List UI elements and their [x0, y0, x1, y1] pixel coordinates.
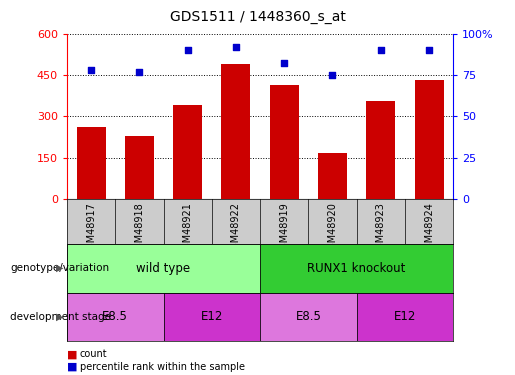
Bar [366, 101, 396, 199]
Bar [318, 153, 347, 199]
Text: RUNX1 knockout: RUNX1 knockout [307, 262, 406, 274]
Point [232, 44, 240, 50]
Text: GSM48921: GSM48921 [183, 202, 193, 255]
Bar [415, 81, 443, 199]
Text: percentile rank within the sample: percentile rank within the sample [80, 362, 245, 372]
Text: wild type: wild type [136, 262, 191, 274]
Text: GSM48918: GSM48918 [134, 202, 144, 255]
Text: development stage: development stage [10, 312, 111, 322]
Point [135, 69, 144, 75]
Text: GSM48917: GSM48917 [86, 202, 96, 255]
Text: GSM48919: GSM48919 [279, 202, 289, 255]
Text: count: count [80, 350, 108, 359]
Bar [163, 292, 260, 341]
Bar [221, 64, 250, 199]
Bar [67, 244, 260, 292]
Text: E12: E12 [394, 310, 416, 323]
Bar [77, 127, 106, 199]
Point [329, 72, 337, 78]
Text: ▶: ▶ [56, 312, 63, 322]
Text: ■: ■ [67, 362, 77, 372]
Bar [260, 244, 453, 292]
Text: GSM48923: GSM48923 [376, 202, 386, 255]
Text: E8.5: E8.5 [102, 310, 128, 323]
Bar [173, 105, 202, 199]
Text: E8.5: E8.5 [296, 310, 321, 323]
Bar [270, 85, 299, 199]
Text: GSM48920: GSM48920 [328, 202, 337, 255]
Text: ■: ■ [67, 350, 77, 359]
Text: genotype/variation: genotype/variation [10, 263, 109, 273]
Text: GSM48924: GSM48924 [424, 202, 434, 255]
Point [183, 47, 192, 53]
Point [425, 47, 433, 53]
Text: GDS1511 / 1448360_s_at: GDS1511 / 1448360_s_at [169, 10, 346, 24]
Bar [356, 292, 453, 341]
Text: GSM48922: GSM48922 [231, 202, 241, 255]
Text: ▶: ▶ [56, 263, 63, 273]
Point [376, 47, 385, 53]
Bar [260, 292, 356, 341]
Point [87, 67, 95, 73]
Bar [67, 292, 163, 341]
Point [280, 60, 288, 66]
Text: E12: E12 [201, 310, 223, 323]
Bar [125, 135, 154, 199]
